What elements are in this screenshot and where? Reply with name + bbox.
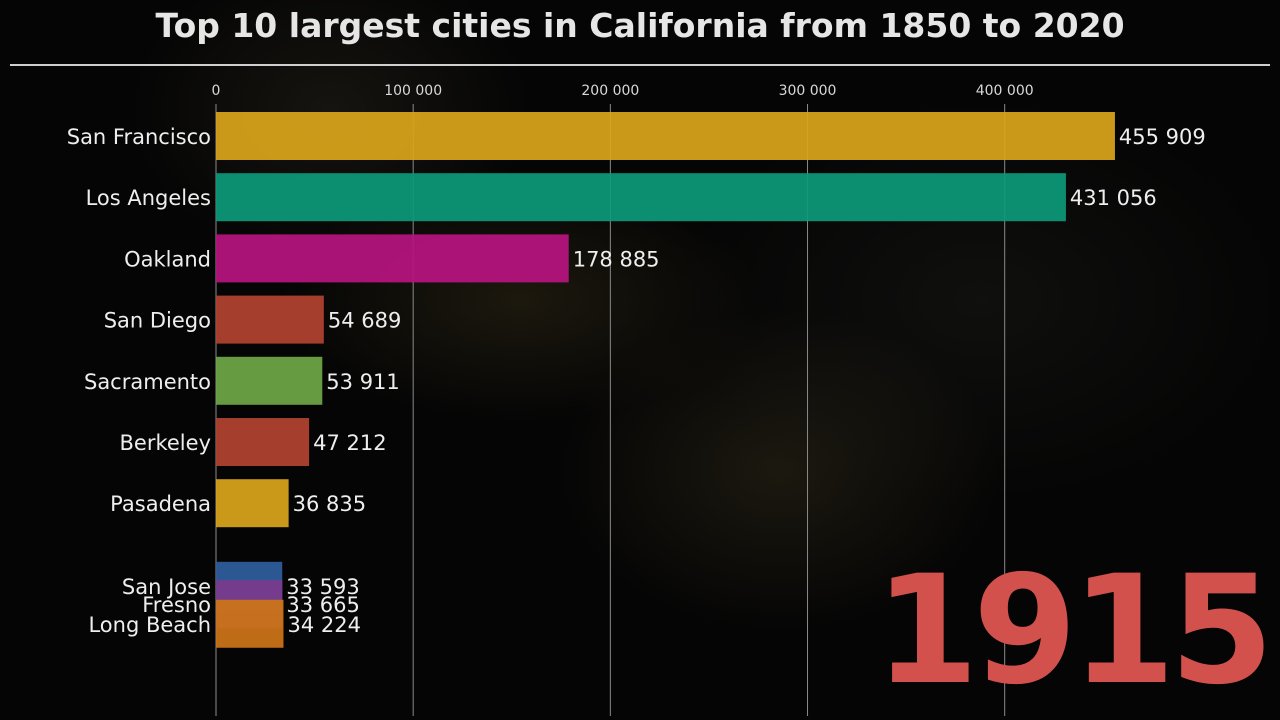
value-label: 54 689: [328, 309, 401, 333]
x-tick-label: 100 000: [384, 83, 442, 99]
category-label: Long Beach: [88, 613, 211, 637]
bar-san-diego: [216, 295, 324, 344]
x-tick-label: 300 000: [779, 83, 837, 99]
value-label: 178 885: [573, 247, 660, 271]
value-label: 431 056: [1070, 186, 1157, 210]
bars: San Francisco 455 909 Los Angeles 431 056 Oa…: [67, 112, 1206, 648]
x-axis-ticks: 0 100 000 200 000 300 000 400 000: [212, 83, 1034, 99]
category-label: San Francisco: [67, 125, 211, 149]
category-label: San Diego: [104, 309, 211, 333]
value-label: 53 911: [326, 370, 399, 394]
value-label: 47 212: [313, 431, 386, 455]
bar-los-angeles: [216, 173, 1066, 222]
category-label: San Jose: [122, 575, 211, 599]
value-label: 33 665: [286, 593, 359, 617]
category-label: Fresno: [142, 593, 211, 617]
bar-berkeley: [216, 418, 310, 466]
bar-san-francisco: [216, 112, 1115, 160]
x-tick-label: 200 000: [581, 83, 639, 99]
bar-pasadena: [216, 479, 289, 528]
category-label: Oakland: [124, 247, 211, 271]
chart-title: Top 10 largest cities in California from…: [155, 6, 1124, 45]
category-label: Berkeley: [120, 431, 211, 455]
category-label: Los Angeles: [86, 186, 211, 210]
value-label: 36 835: [293, 492, 366, 516]
bar-long-beach: [216, 599, 284, 648]
category-label: Sacramento: [84, 370, 211, 394]
x-tick-label: 400 000: [976, 83, 1034, 99]
value-label: 33 593: [286, 575, 359, 599]
current-year: 1915: [875, 544, 1268, 718]
value-label: 455 909: [1119, 125, 1206, 149]
category-label: Pasadena: [110, 492, 211, 516]
bar-oakland: [216, 234, 569, 283]
x-tick-label: 0: [212, 83, 221, 99]
value-label: 34 224: [287, 613, 360, 637]
bar-sacramento: [216, 356, 323, 405]
